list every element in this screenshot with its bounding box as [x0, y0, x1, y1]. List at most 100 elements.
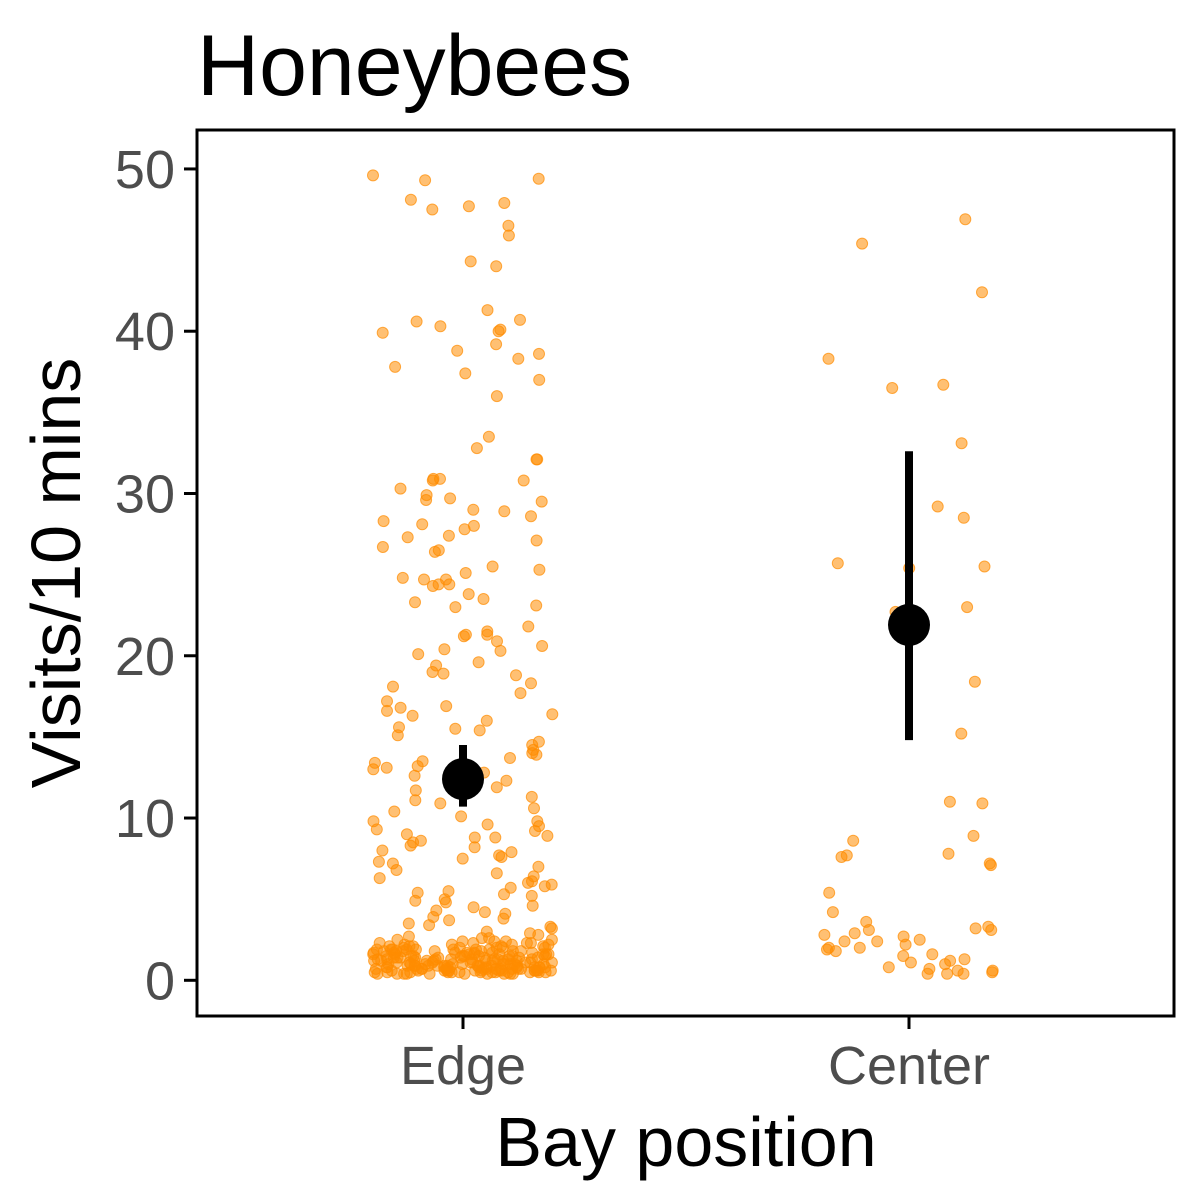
- data-point: [490, 390, 503, 403]
- data-point: [444, 492, 457, 505]
- data-point: [426, 580, 439, 592]
- y-tick-label: 50: [115, 140, 175, 200]
- data-point: [480, 961, 493, 974]
- data-point: [367, 169, 379, 182]
- data-point: [470, 442, 483, 455]
- data-point: [541, 829, 554, 842]
- x-tick-label: Edge: [400, 1036, 526, 1096]
- data-point: [434, 320, 447, 333]
- data-point: [500, 774, 513, 787]
- data-point: [545, 933, 558, 946]
- data-point: [525, 790, 538, 803]
- data-point: [442, 529, 455, 542]
- data-point: [410, 315, 423, 328]
- y-tick-label: 30: [115, 464, 175, 524]
- data-point: [530, 534, 543, 547]
- data-point: [481, 818, 494, 831]
- data-point: [372, 855, 385, 868]
- data-point: [404, 839, 417, 852]
- data-point: [416, 518, 429, 531]
- data-point: [449, 722, 462, 735]
- data-point: [381, 704, 393, 717]
- data-point: [475, 932, 488, 945]
- data-point: [498, 505, 511, 518]
- data-point: [376, 541, 389, 553]
- data-point: [512, 352, 525, 365]
- data-point: [904, 956, 917, 969]
- x-axis: Edge Center: [400, 1016, 990, 1096]
- data-point: [426, 474, 439, 487]
- data-point: [969, 922, 982, 935]
- data-point: [478, 906, 491, 919]
- data-point: [449, 601, 462, 614]
- data-point: [514, 313, 526, 326]
- data-point: [847, 834, 860, 847]
- data-point: [486, 560, 499, 573]
- data-point: [477, 593, 490, 605]
- data-point: [829, 945, 842, 958]
- data-point: [387, 680, 399, 693]
- y-tick-label: 20: [115, 627, 175, 687]
- data-point: [489, 831, 502, 844]
- data-points: [367, 169, 999, 980]
- y-tick-label: 10: [115, 789, 175, 849]
- data-point: [426, 956, 439, 969]
- data-point: [426, 666, 439, 678]
- data-point: [985, 924, 998, 936]
- data-point: [495, 851, 508, 863]
- data-point: [528, 802, 540, 815]
- data-point: [978, 560, 991, 573]
- data-point: [481, 304, 494, 317]
- data-point: [530, 599, 543, 612]
- data-point: [390, 956, 403, 969]
- data-point: [921, 967, 934, 980]
- data-point: [492, 325, 505, 338]
- data-point: [412, 648, 425, 661]
- data-point: [459, 367, 472, 380]
- y-axis-title: Visits/10 mins: [17, 358, 95, 789]
- data-point: [409, 596, 421, 609]
- data-point: [499, 958, 512, 971]
- data-point: [400, 828, 413, 841]
- data-point: [456, 852, 469, 865]
- data-point: [826, 906, 839, 919]
- data-point: [986, 966, 999, 979]
- data-point: [538, 880, 551, 893]
- mean-marker: [442, 758, 484, 801]
- data-point: [502, 229, 515, 242]
- y-tick-label: 40: [115, 302, 175, 362]
- data-point: [373, 872, 386, 885]
- data-point: [423, 919, 436, 932]
- data-point: [419, 174, 432, 187]
- data-point: [391, 729, 404, 742]
- data-point: [942, 847, 955, 860]
- data-point: [375, 954, 388, 967]
- data-point: [472, 656, 485, 669]
- data-point: [538, 941, 551, 954]
- data-point: [526, 899, 539, 912]
- data-point: [482, 430, 495, 443]
- data-point: [822, 352, 835, 365]
- data-point: [853, 941, 866, 954]
- data-point: [525, 677, 537, 690]
- data-point: [490, 781, 503, 794]
- data-point: [530, 748, 543, 761]
- mean-marker: [888, 603, 930, 646]
- data-point: [490, 260, 503, 273]
- data-point: [943, 795, 956, 808]
- data-point: [955, 437, 968, 450]
- data-point: [376, 844, 389, 857]
- data-point: [428, 545, 441, 558]
- data-point: [389, 360, 402, 373]
- data-point: [480, 714, 493, 727]
- data-point: [380, 761, 393, 774]
- data-point: [445, 938, 458, 951]
- data-point: [957, 511, 970, 524]
- data-point: [823, 886, 836, 899]
- data-point: [532, 860, 545, 873]
- data-point: [443, 914, 456, 927]
- data-point: [370, 823, 383, 836]
- data-point: [402, 917, 415, 930]
- data-point: [510, 669, 522, 682]
